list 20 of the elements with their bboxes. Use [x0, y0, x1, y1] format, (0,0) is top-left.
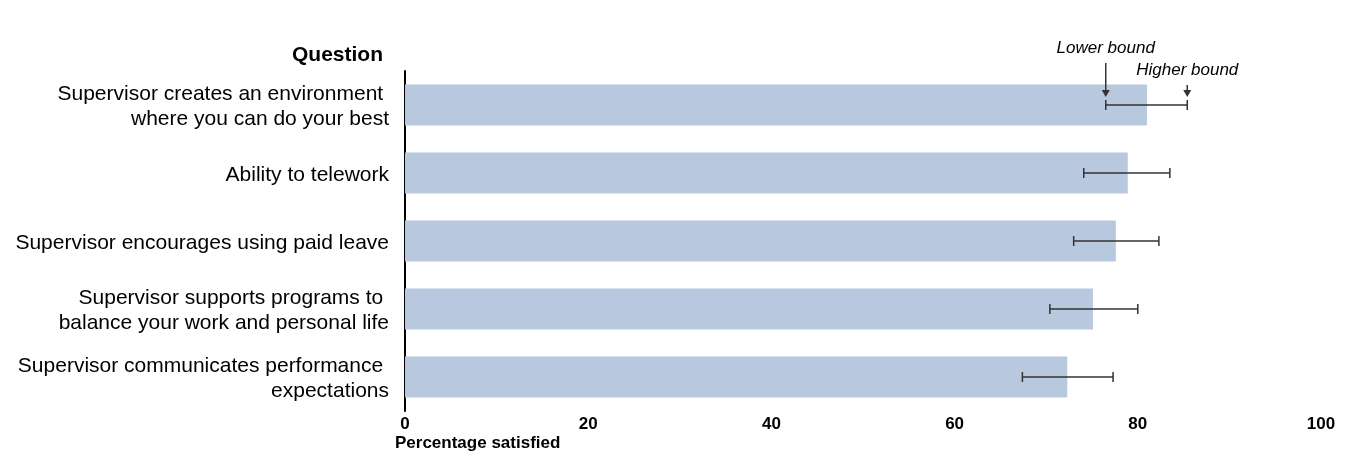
x-tick-label: 100	[1306, 414, 1336, 433]
y-tick-label: Supervisor creates an environment where you can do your best	[57, 81, 390, 129]
bar	[405, 220, 1116, 262]
bar	[405, 152, 1128, 194]
annotation: Lower bound	[1056, 38, 1156, 57]
x-tick-label: 40	[761, 414, 781, 433]
x-tick-label: 20	[578, 414, 598, 433]
x-tick-label: 60	[945, 414, 965, 433]
y-tick-label: Supervisor supports programs to balance your work and personal life	[58, 285, 389, 333]
y-tick-label: Supervisor communicates performance expectations	[17, 353, 389, 401]
x-tick-label: 80	[1128, 414, 1148, 433]
y-tick-label: Ability to telework	[225, 161, 390, 185]
x-tick-label: 0	[400, 414, 410, 433]
x-axis-title: Percentage satisfied	[395, 433, 561, 452]
y-tick-label: Supervisor encourages using paid leave	[15, 229, 389, 253]
bar	[405, 356, 1068, 398]
annotation: Higher bound	[1136, 60, 1239, 79]
bar	[405, 288, 1093, 330]
y-axis-title: Question	[292, 42, 384, 65]
bar	[405, 84, 1147, 126]
